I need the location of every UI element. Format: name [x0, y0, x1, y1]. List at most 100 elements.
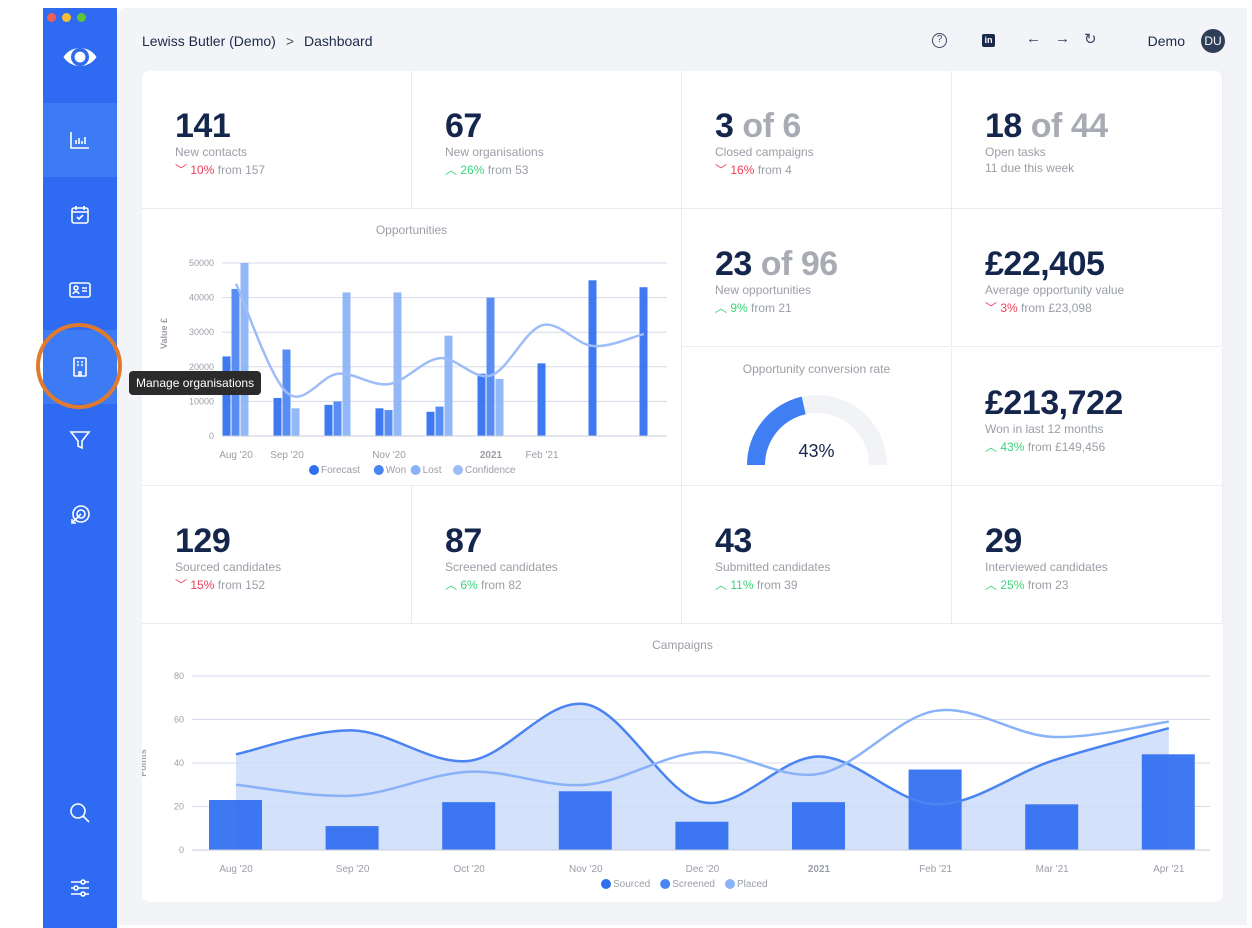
sidebar-item-contacts[interactable] [43, 253, 117, 327]
sidebar-item-filter[interactable] [43, 403, 117, 477]
stat-label: New opportunities [715, 283, 812, 297]
avatar[interactable]: DU [1201, 29, 1225, 53]
bar-won [486, 297, 495, 436]
sidebar-item-calendar[interactable] [43, 178, 117, 252]
stat-change: ﹀ 10% from 157 [175, 163, 266, 177]
user-name[interactable]: Demo [1147, 33, 1185, 49]
back-icon[interactable]: ← [1026, 30, 1041, 47]
contact-card-icon [69, 282, 91, 298]
chevron-down-icon: ﹀ [175, 163, 188, 177]
legend-marker [660, 879, 671, 889]
legend-item-confidence: Confidence [465, 465, 516, 476]
bar-sourced [792, 802, 845, 850]
bar-forecast [477, 373, 486, 436]
help-icon[interactable]: ? [932, 33, 947, 48]
gauge-title: Opportunity conversion rate [742, 362, 891, 376]
legend-marker [725, 879, 735, 889]
bar-sourced [442, 802, 496, 850]
chevron-up-icon: ︿ [985, 440, 998, 454]
sidebar-item-campaigns[interactable] [43, 478, 117, 552]
x-tick-label: Dec '20 [686, 864, 720, 875]
stat-label: Interviewed candidates [985, 560, 1108, 574]
sidebar-item-search[interactable] [43, 776, 117, 850]
highlight-circle [36, 323, 122, 409]
bar-sourced [675, 821, 729, 850]
bar-lost [495, 378, 504, 436]
gauge-value: 43% [798, 441, 835, 461]
line-confidence [234, 283, 645, 398]
y-tick-label: 20000 [189, 362, 214, 372]
stat-change: ﹀ 15% from 152 [175, 578, 266, 592]
legend-item-placed: Placed [737, 879, 768, 890]
y-axis-label: Value £ [159, 318, 169, 349]
x-tick-label: Nov '20 [372, 450, 406, 461]
minimize-window-button[interactable] [62, 13, 71, 22]
stat-card: 3 of 6 Closed campaigns ﹀ 16% from 4 [682, 71, 952, 209]
stat-change: ︿ 43% from £149,456 [985, 440, 1106, 454]
stat-label: Open tasks [985, 145, 1046, 159]
stat-note: 11 due this week [985, 161, 1075, 175]
bar-won [333, 401, 342, 436]
breadcrumb-separator-icon: > [285, 33, 295, 49]
y-tick-label: 40000 [189, 293, 214, 303]
x-tick-label: Feb '21 [525, 450, 558, 461]
bar-forecast [426, 411, 435, 436]
forward-icon[interactable]: → [1055, 30, 1070, 47]
stat-value: 3 of 6 [715, 107, 801, 145]
main-content: Lewiss Butler (Demo) > Dashboard ? in ← … [117, 8, 1247, 925]
refresh-icon[interactable]: ↻ [1084, 31, 1097, 48]
y-tick-label: 20 [174, 802, 184, 812]
x-tick-label: Oct '20 [454, 864, 486, 875]
chevron-down-icon: ﹀ [715, 163, 728, 177]
y-tick-label: 40 [174, 758, 184, 768]
bar-forecast [273, 397, 282, 436]
stat-label: Submitted candidates [715, 560, 831, 574]
maximize-window-button[interactable] [77, 13, 86, 22]
stat-card: £22,405 Average opportunity value ﹀ 3% fro… [952, 209, 1223, 347]
bar-lost [342, 292, 351, 436]
stat-card: 18 of 44 Open tasks 11 due this week [952, 71, 1223, 209]
bar-sourced [209, 799, 262, 850]
bar-sourced [908, 769, 962, 850]
bar-forecast [375, 408, 384, 436]
breadcrumb-account[interactable]: Lewiss Butler (Demo) [142, 33, 276, 49]
chevron-up-icon: ︿ [985, 578, 998, 592]
stat-card: 87 Screened candidates ︿ 6% from 82 [412, 486, 682, 624]
chevron-down-icon: ﹀ [985, 301, 998, 315]
campaigns-chart: Campaigns 0 20 40 60 80 Points Aug '20 Sep '20 O… [142, 624, 1223, 902]
stat-label: Sourced candidates [175, 560, 282, 574]
x-tick-label: Aug '20 [219, 864, 253, 875]
chevron-up-icon: ︿ [445, 163, 458, 177]
bar-sourced [1141, 754, 1195, 850]
sidebar-item-dashboard[interactable] [43, 103, 117, 177]
stat-value: 29 [985, 522, 1022, 560]
stat-card: 23 of 96 New opportunities ︿ 9% from 21 [682, 209, 952, 347]
stat-value: 67 [445, 107, 482, 145]
stat-value: 129 [175, 522, 231, 560]
bar-lost [240, 263, 249, 436]
close-window-button[interactable] [47, 13, 56, 22]
funnel-icon [69, 431, 91, 450]
target-icon [71, 505, 90, 524]
chart-title: Opportunities [375, 223, 448, 237]
stat-value: £22,405 [985, 245, 1105, 283]
sidebar-item-settings[interactable] [43, 851, 117, 925]
stat-value: £213,722 [985, 384, 1123, 422]
stat-change: ︿ 11% from 39 [715, 578, 798, 592]
y-axis-label: Points [142, 749, 148, 777]
bar-forecast [324, 404, 333, 436]
chevron-up-icon: ︿ [715, 301, 728, 315]
window-controls [47, 13, 86, 22]
stat-label: Closed campaigns [715, 145, 814, 159]
sidebar [43, 8, 117, 928]
x-tick-label: Sep '20 [336, 864, 370, 875]
stat-label: New organisations [445, 145, 544, 159]
gauge-fill [747, 396, 806, 465]
chart-title: Campaigns [652, 638, 713, 652]
sidebar-tooltip: Manage organisations [129, 371, 262, 395]
linkedin-icon[interactable]: in [982, 34, 995, 47]
legend-marker [309, 465, 319, 475]
legend-item-screened: Screened [672, 879, 715, 890]
chevron-up-icon: ︿ [445, 578, 458, 592]
stat-change: ﹀ 16% from 4 [715, 163, 792, 177]
